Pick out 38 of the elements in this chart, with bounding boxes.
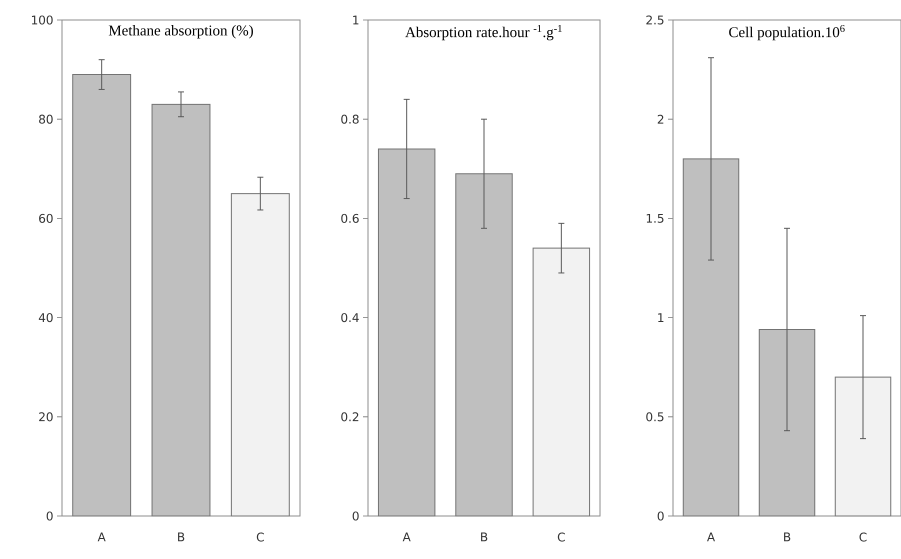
y-tick-label: 0.8 — [341, 114, 359, 124]
y-tick-label: 0 — [352, 511, 359, 521]
y-tick-label: 1 — [353, 16, 358, 24]
x-tick-label: B — [481, 532, 488, 542]
y-tick-label: 2 — [658, 114, 664, 124]
y-tick-label: 0.4 — [341, 313, 359, 322]
y-tick-label: 60 — [39, 214, 53, 223]
bar — [72, 74, 132, 516]
y-tick-label: 0.6 — [341, 214, 359, 223]
bar — [230, 193, 290, 516]
x-tick-label: A — [402, 532, 411, 542]
bar — [532, 248, 590, 516]
bar — [152, 104, 210, 516]
y-tick-label: 100 — [32, 15, 53, 25]
y-tick-label: 0 — [46, 511, 53, 521]
y-tick-label: 40 — [38, 313, 53, 322]
y-tick-label: 80 — [39, 114, 53, 124]
y-tick-label: 1 — [658, 313, 664, 322]
y-tick-label: 0.2 — [341, 412, 358, 422]
x-tick-label: C — [558, 532, 565, 542]
chart-title: Absorption rate.hour $^{-1}$.g$^{-1}$ — [405, 24, 562, 40]
x-tick-label: B — [784, 532, 790, 542]
y-tick-label: 20 — [39, 412, 53, 422]
bar — [682, 158, 740, 516]
chart-title: Cell population.10$^{6}$ — [729, 24, 845, 40]
x-tick-label: C — [860, 532, 867, 542]
bar — [378, 148, 436, 516]
x-tick-label: A — [707, 532, 715, 542]
bar — [834, 376, 892, 516]
y-tick-label: 2.5 — [646, 15, 664, 25]
x-tick-label: A — [98, 532, 106, 542]
y-tick-label: 0 — [658, 511, 664, 521]
x-tick-label: B — [178, 532, 184, 542]
y-tick-label: 0.5 — [646, 412, 664, 422]
bar — [455, 173, 513, 516]
y-tick-label: 1.5 — [646, 214, 664, 223]
chart-title: Methane absorption (%) — [108, 24, 253, 39]
x-tick-label: C — [256, 532, 264, 542]
